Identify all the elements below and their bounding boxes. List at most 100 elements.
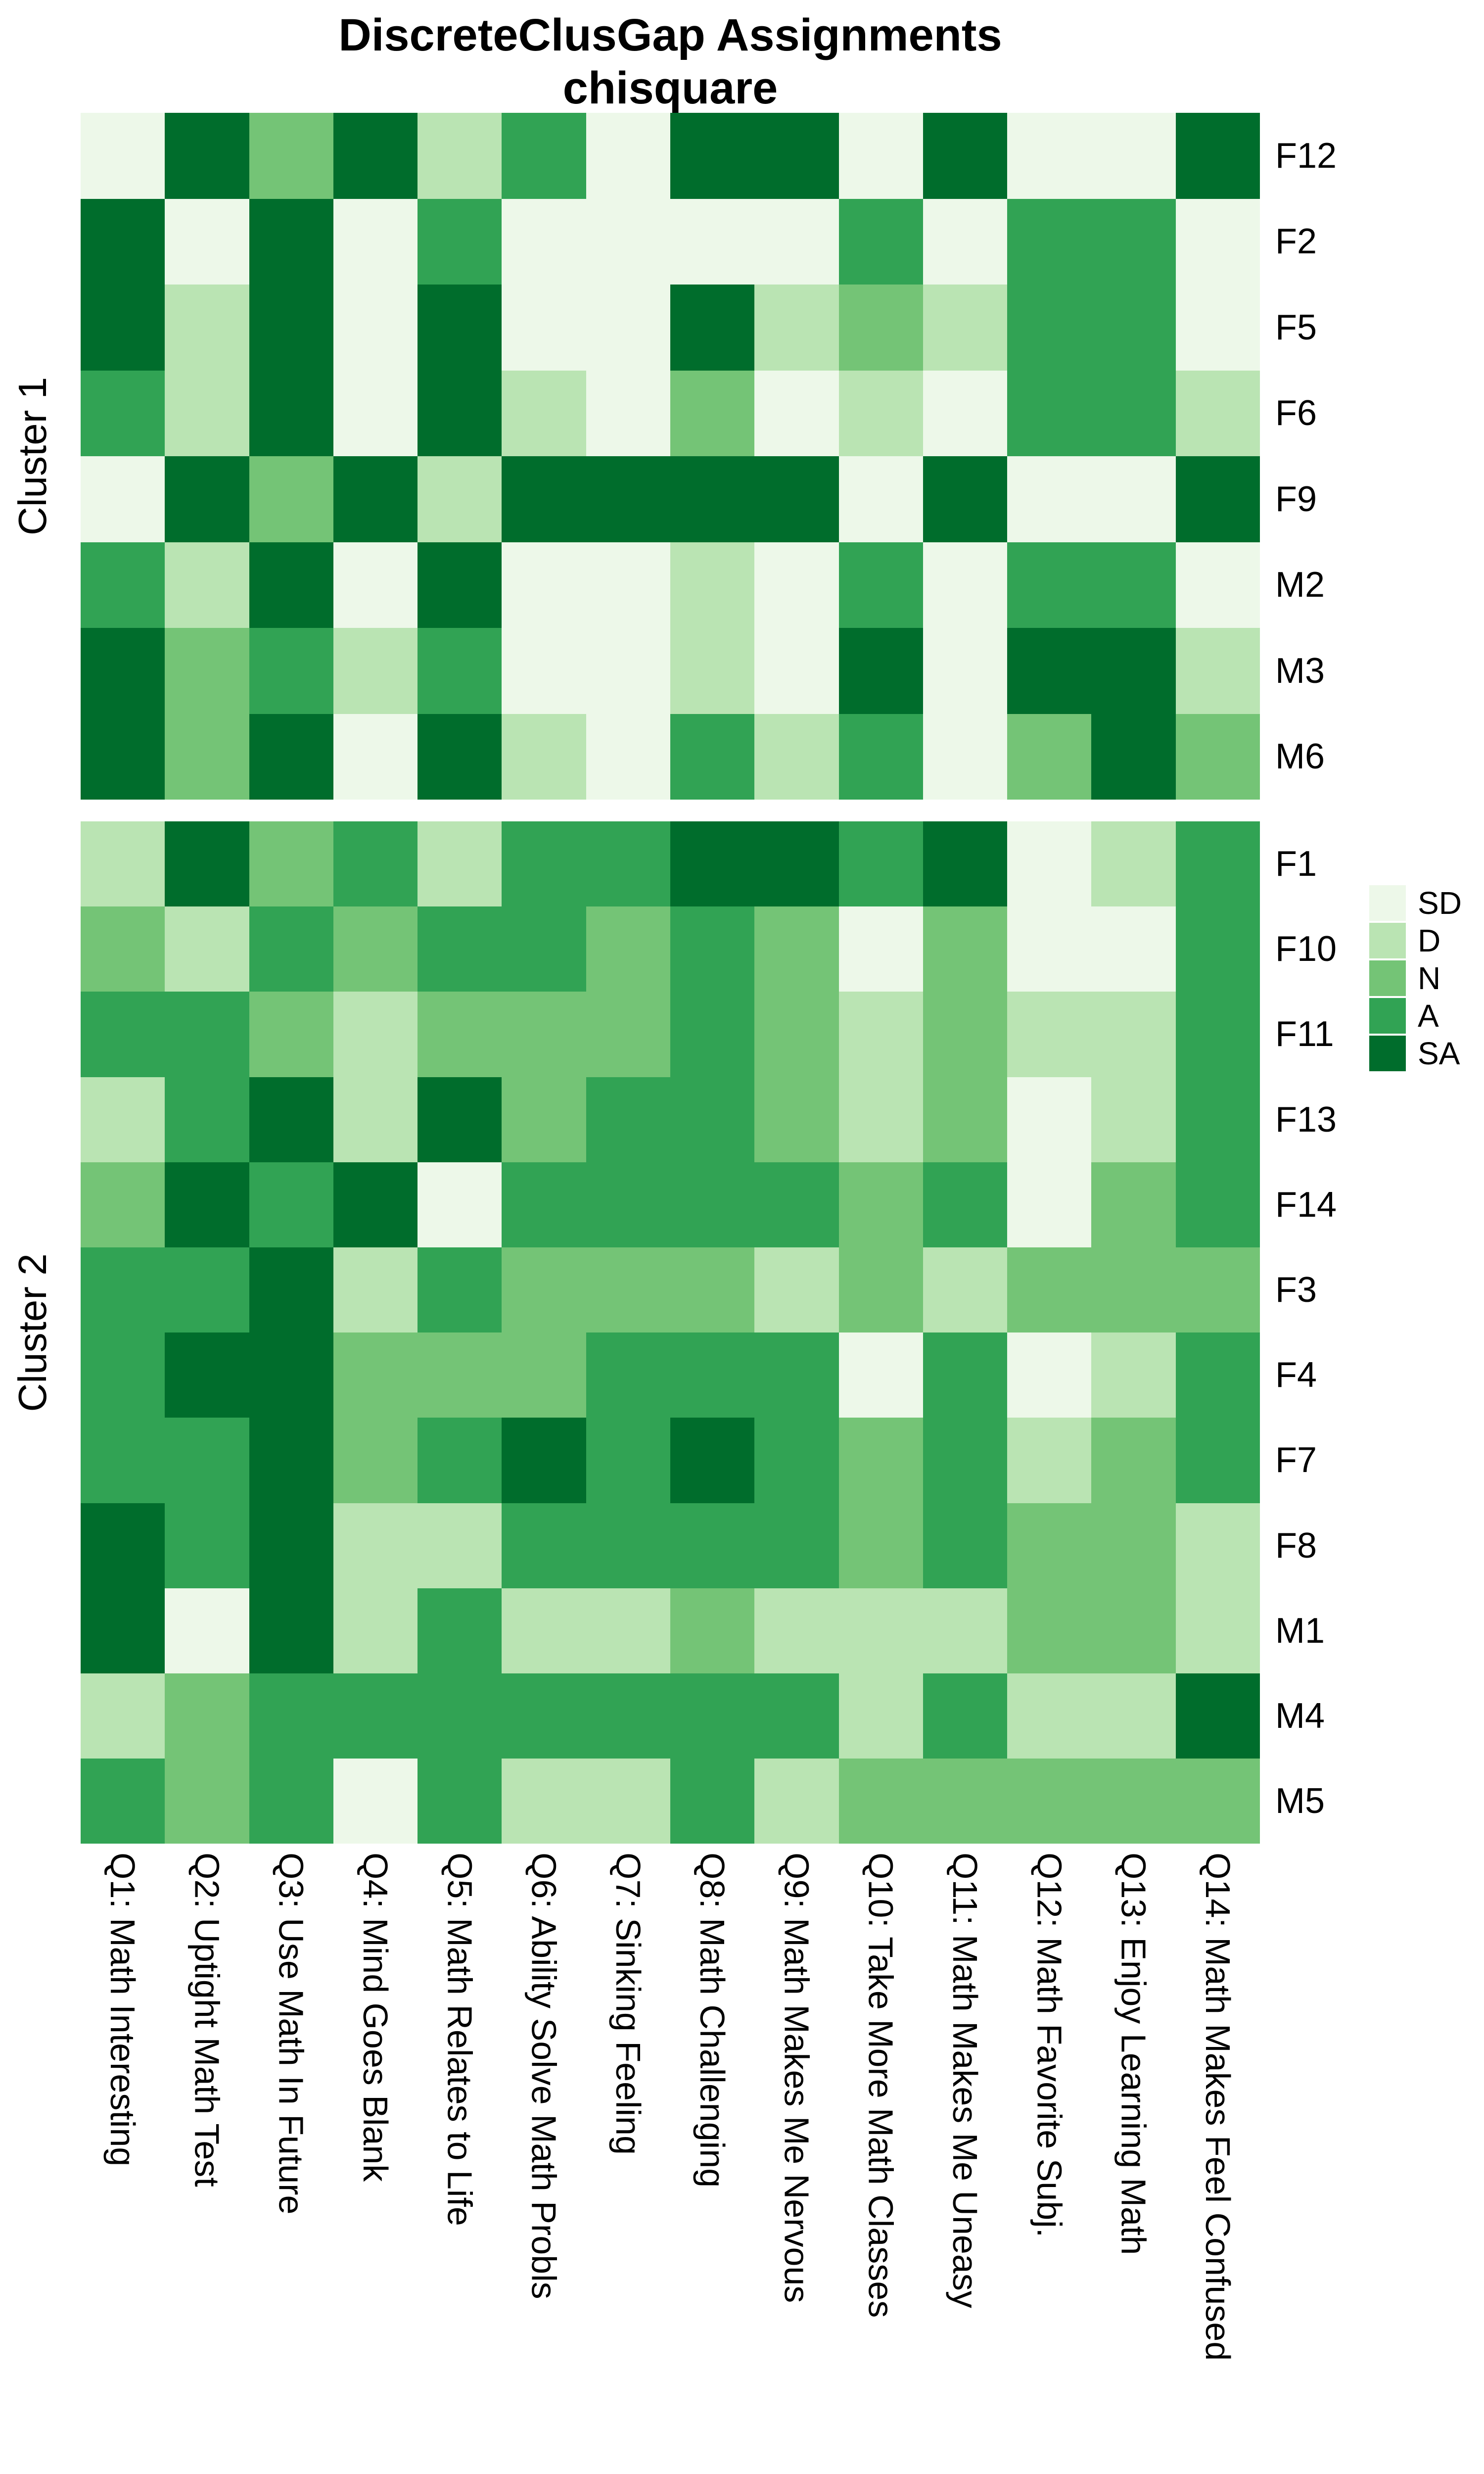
row-label: M5	[1275, 1781, 1325, 1821]
heatmap-cell	[586, 198, 670, 285]
heatmap-cell	[1091, 285, 1176, 371]
heatmap-cell	[923, 992, 1008, 1077]
col-label: Q13: Enjoy Learning Math	[1114, 1853, 1153, 2255]
heatmap-cell	[1175, 1503, 1260, 1588]
heatmap-cell	[923, 1418, 1008, 1503]
heatmap-cell	[1007, 1418, 1092, 1503]
heatmap-cell	[165, 628, 249, 714]
heatmap-cell	[754, 992, 839, 1077]
heatmap-cell	[1007, 1673, 1092, 1759]
heatmap-cell	[923, 1503, 1008, 1588]
heatmap-cell	[165, 198, 249, 285]
heatmap-cell	[754, 1759, 839, 1844]
heatmap-cell	[417, 542, 502, 628]
heatmap-cell	[838, 1332, 923, 1418]
heatmap-cell	[165, 285, 249, 371]
heatmap-cell	[81, 714, 165, 800]
heatmap-cell	[1175, 1759, 1260, 1844]
heatmap-cell	[1007, 456, 1092, 542]
col-label: Q1: Math Interesting	[103, 1853, 142, 2167]
heatmap-cell	[754, 285, 839, 371]
heatmap-cell	[838, 906, 923, 992]
heatmap-cell	[923, 1588, 1008, 1673]
heatmap-cell	[1007, 821, 1092, 907]
cluster-grid	[81, 113, 1260, 800]
heatmap-cell	[417, 456, 502, 542]
heatmap-cell	[670, 542, 755, 628]
heatmap-cell	[586, 628, 670, 714]
y-axis-labels: F1 F10 F11 F13 F14 F3 F4 F7 F8 M1 M4 M5	[1275, 821, 1484, 1844]
heatmap-cell	[754, 1162, 839, 1247]
heatmap-cell	[165, 542, 249, 628]
heatmap-cell	[249, 113, 333, 199]
heatmap-cell	[670, 628, 755, 714]
heatmap-cell	[1091, 456, 1176, 542]
heatmap-cell	[417, 1418, 502, 1503]
row-label: M6	[1275, 737, 1325, 777]
heatmap-cell	[1007, 1332, 1092, 1418]
row-label: F7	[1275, 1440, 1317, 1480]
heatmap-cell	[670, 992, 755, 1077]
heatmap-cell	[923, 1332, 1008, 1418]
heatmap-cell	[417, 1077, 502, 1162]
heatmap-cell	[1007, 992, 1092, 1077]
heatmap-cell	[502, 113, 586, 199]
heatmap-cell	[923, 1247, 1008, 1333]
heatmap-cell	[586, 1332, 670, 1418]
heatmap-cell	[1091, 1247, 1176, 1333]
col-label: Q5: Math Relates to Life	[440, 1853, 479, 2226]
heatmap-cell	[670, 714, 755, 800]
heatmap-cell	[670, 1162, 755, 1247]
heatmap-cell	[754, 1077, 839, 1162]
heatmap-cell	[1091, 714, 1176, 800]
heatmap-cell	[333, 1418, 418, 1503]
legend-entry: N	[1369, 960, 1462, 997]
heatmap-cell	[586, 906, 670, 992]
heatmap-cell	[502, 1588, 586, 1673]
heatmap-cell	[754, 906, 839, 992]
heatmap-cell	[417, 285, 502, 371]
heatmap-cell	[165, 1759, 249, 1844]
heatmap-cell	[165, 1503, 249, 1588]
heatmap-cell	[417, 1673, 502, 1759]
heatmap-cell	[1091, 1673, 1176, 1759]
heatmap-cell	[586, 542, 670, 628]
heatmap-cell	[249, 1418, 333, 1503]
row-label: M2	[1275, 565, 1325, 605]
heatmap-cell	[1091, 1332, 1176, 1418]
heatmap-cell	[923, 370, 1008, 456]
heatmap-cell	[670, 1759, 755, 1844]
legend-entry: SA	[1369, 1035, 1462, 1072]
heatmap-cell	[754, 113, 839, 199]
heatmap-cell	[417, 198, 502, 285]
heatmap-cell	[165, 1588, 249, 1673]
cluster-label: Cluster 2	[10, 1253, 54, 1412]
heatmap-cell	[1175, 370, 1260, 456]
heatmap-cell	[1007, 1162, 1092, 1247]
heatmap-cell	[165, 1162, 249, 1247]
heatmap-cell	[586, 1588, 670, 1673]
cluster-grid	[81, 821, 1260, 1844]
legend-swatch	[1369, 885, 1406, 921]
heatmap-cell	[81, 370, 165, 456]
heatmap-cell	[502, 1418, 586, 1503]
heatmap-cell	[165, 1077, 249, 1162]
heatmap-cell	[586, 1673, 670, 1759]
heatmap-cell	[838, 1247, 923, 1333]
heatmap-cell	[586, 1759, 670, 1844]
heatmap-cell	[586, 992, 670, 1077]
heatmap-cell	[417, 714, 502, 800]
heatmap-cell	[417, 821, 502, 907]
heatmap-cell	[249, 370, 333, 456]
heatmap-cell	[754, 714, 839, 800]
heatmap-cell	[838, 1162, 923, 1247]
heatmap-cell	[249, 1588, 333, 1673]
heatmap-cell	[249, 992, 333, 1077]
heatmap-cell	[502, 906, 586, 992]
heatmap-cell	[165, 370, 249, 456]
heatmap-cell	[81, 1503, 165, 1588]
heatmap-cell	[923, 285, 1008, 371]
heatmap-cell	[249, 456, 333, 542]
legend-label: SD	[1418, 885, 1462, 921]
heatmap-cell	[417, 1503, 502, 1588]
